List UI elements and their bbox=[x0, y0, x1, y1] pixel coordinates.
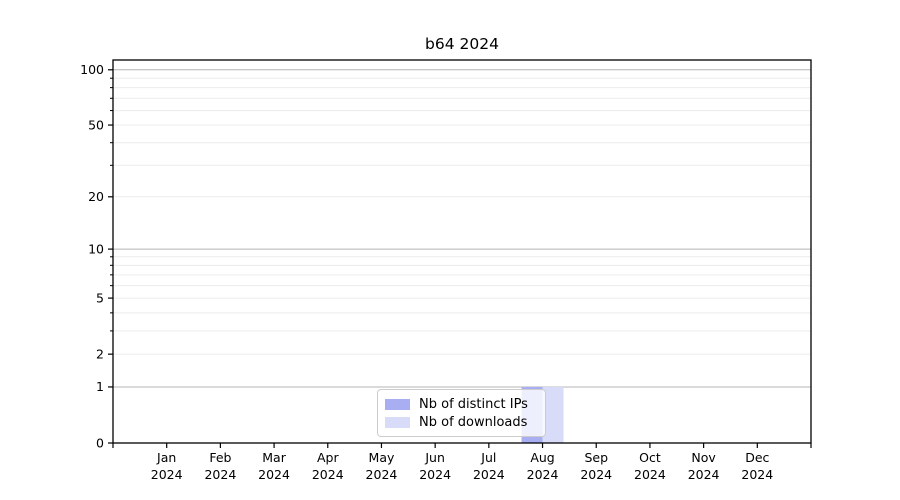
y-tick-label: 2 bbox=[96, 346, 104, 361]
x-tick-label-month: Sep bbox=[584, 450, 608, 465]
x-tick-label-year: 2024 bbox=[473, 467, 505, 482]
y-tick-label: 50 bbox=[88, 117, 104, 132]
x-tick-label-month: Apr bbox=[317, 450, 339, 465]
axis-frame bbox=[112, 59, 812, 444]
legend-swatch-downloads bbox=[385, 416, 410, 428]
y-tick-label: 5 bbox=[96, 290, 104, 305]
x-tick-label-year: 2024 bbox=[527, 467, 559, 482]
x-tick-label-month: Mar bbox=[262, 450, 286, 465]
x-tick-label-month: May bbox=[369, 450, 395, 465]
x-tick-label-month: Jul bbox=[480, 450, 496, 465]
x-tick-label-month: Dec bbox=[745, 450, 769, 465]
legend-label-distinct-ips: Nb of distinct IPs bbox=[419, 396, 528, 412]
y-tick-label: 1 bbox=[96, 379, 104, 394]
y-tick-label: 20 bbox=[88, 189, 104, 204]
x-tick-label-year: 2024 bbox=[419, 467, 451, 482]
x-tick-label-year: 2024 bbox=[258, 467, 290, 482]
x-tick-label-year: 2024 bbox=[580, 467, 612, 482]
y-tick-label: 100 bbox=[80, 62, 104, 77]
x-tick-label-month: Aug bbox=[530, 450, 554, 465]
x-tick-label-year: 2024 bbox=[312, 467, 344, 482]
bar-downloads-aug bbox=[542, 386, 564, 443]
chart-title: b64 2024 bbox=[425, 35, 499, 53]
x-tick-label-year: 2024 bbox=[204, 467, 236, 482]
x-tick-label-month: Nov bbox=[691, 450, 716, 465]
x-tick-label-month: Oct bbox=[639, 450, 661, 465]
legend-item-downloads: Nb of downloads bbox=[385, 413, 539, 431]
x-tick-label-year: 2024 bbox=[634, 467, 666, 482]
y-tick-label: 0 bbox=[96, 435, 104, 450]
x-tick-label-year: 2024 bbox=[741, 467, 773, 482]
x-tick-label-month: Jun bbox=[424, 450, 445, 465]
x-tick-label-month: Jan bbox=[156, 450, 176, 465]
legend-label-downloads: Nb of downloads bbox=[419, 414, 528, 430]
x-tick-label-year: 2024 bbox=[688, 467, 720, 482]
legend: Nb of distinct IPs Nb of downloads bbox=[377, 389, 546, 437]
x-tick-label-year: 2024 bbox=[151, 467, 183, 482]
x-tick-label-month: Feb bbox=[209, 450, 231, 465]
x-tick-label-year: 2024 bbox=[366, 467, 398, 482]
y-tick-label: 10 bbox=[88, 241, 104, 256]
legend-swatch-distinct-ips bbox=[385, 398, 410, 410]
legend-item-distinct-ips: Nb of distinct IPs bbox=[385, 395, 539, 413]
